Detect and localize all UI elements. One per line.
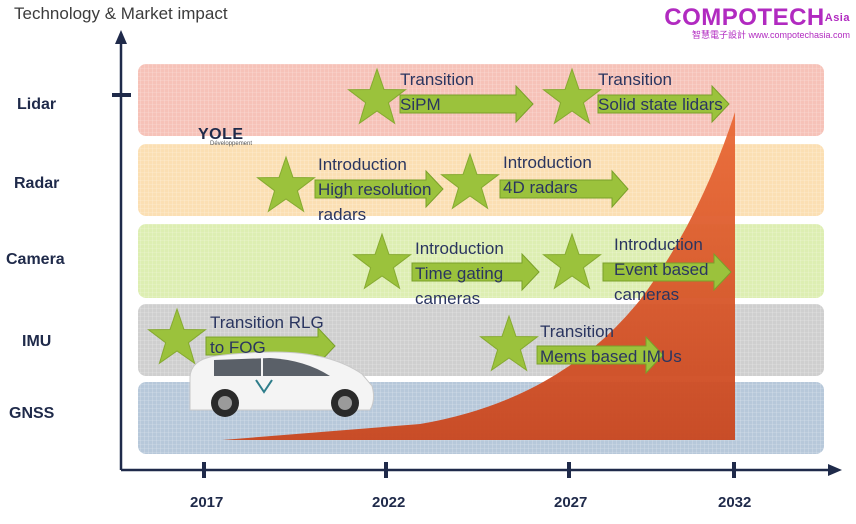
callout-lidar-solid-state: Transition Solid state lidars	[598, 67, 723, 117]
callout-line: SiPM	[400, 95, 441, 114]
arrow-icon	[411, 252, 540, 292]
callout-radar-4d: Introduction 4D radars	[503, 150, 592, 200]
callout-line: Event based	[614, 260, 709, 279]
row-label-gnss: GNSS	[9, 405, 55, 422]
star-icon	[440, 152, 500, 210]
callout-line: Transition	[598, 70, 673, 89]
star-icon	[256, 155, 316, 213]
callout-line: radars	[318, 205, 367, 224]
car-image	[189, 351, 375, 417]
callout-imu-rlg-fog: Transition RLG to FOG	[210, 310, 324, 360]
callout-line: Introduction	[415, 239, 504, 258]
callout-imu-mems: Transition Mems based IMUs	[540, 319, 682, 369]
callout-line: Introduction	[503, 153, 592, 172]
arrow-icon	[597, 84, 730, 124]
star-icon	[352, 232, 412, 290]
callout-line: Mems based IMUs	[540, 347, 682, 366]
arrow-icon	[602, 252, 732, 292]
callout-line: Solid state lidars	[598, 95, 723, 114]
row-label-camera: Camera	[6, 251, 65, 268]
yole-logo: YOLE Développement	[198, 126, 252, 147]
callout-line: High resolution	[318, 180, 432, 199]
page-title: Technology & Market impact	[14, 4, 228, 23]
callout-line: Transition RLG	[210, 313, 324, 332]
arrow-icon	[536, 335, 664, 375]
star-icon	[147, 307, 207, 365]
arrow-icon	[399, 84, 534, 124]
year-label-2017: 2017	[190, 494, 224, 511]
arrow-icon	[314, 169, 444, 209]
callout-line: 4D radars	[503, 178, 578, 197]
callout-line: Introduction	[318, 155, 407, 174]
year-label-2027: 2027	[554, 494, 588, 511]
star-icon	[542, 67, 602, 125]
row-label-radar: Radar	[14, 175, 60, 192]
callout-camera-time-gating: Introduction Time gating cameras	[415, 236, 504, 311]
star-icon	[542, 232, 602, 290]
callout-line: cameras	[415, 289, 481, 308]
brand-region: Asia	[824, 12, 850, 24]
yole-logo-name: YOLE	[198, 126, 244, 143]
callout-line: to FOG	[210, 338, 266, 357]
brand-name: COMPOTECH	[664, 4, 825, 31]
callout-line: Introduction	[614, 235, 703, 254]
callout-camera-event-based: Introduction Event based cameras	[614, 232, 709, 307]
arrow-icon	[499, 169, 629, 209]
callout-lidar-sipm: Transition SiPM	[400, 67, 474, 117]
callout-radar-high-resolution: Introduction High resolution radars	[318, 152, 431, 227]
yole-logo-tagline: Développement	[210, 141, 253, 147]
compotech-logo: COMPOTECHAsia 智慧電子設計 www.compotechasia.c…	[664, 6, 850, 41]
callout-line: Transition	[540, 322, 615, 341]
star-icon	[347, 67, 407, 125]
callout-line: cameras	[614, 285, 680, 304]
star-icon	[479, 314, 539, 372]
axes	[112, 30, 842, 478]
callout-line: Transition	[400, 70, 475, 89]
callout-line: Time gating	[415, 264, 504, 283]
year-label-2032: 2032	[718, 494, 752, 511]
brand-subtitle: 智慧電子設計 www.compotechasia.com	[691, 30, 850, 40]
row-label-imu: IMU	[22, 333, 52, 350]
year-label-2022: 2022	[372, 494, 406, 511]
row-label-lidar: Lidar	[17, 96, 57, 113]
